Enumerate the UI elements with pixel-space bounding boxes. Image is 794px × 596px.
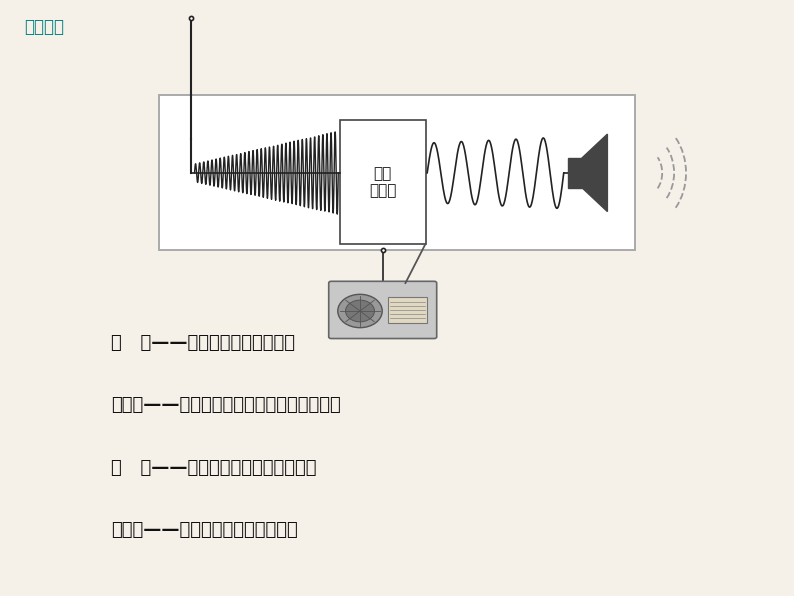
Polygon shape [582,134,607,212]
Bar [159,95,635,250]
Text: 天   线——接收各种各样的电磁波: 天 线——接收各种各样的电磁波 [111,334,295,352]
Bar [340,120,426,244]
Bar [568,158,582,188]
FancyBboxPatch shape [329,281,437,339]
Text: 调谐器——选择需要电台的载波信号（解调）: 调谐器——选择需要电台的载波信号（解调） [111,396,341,414]
Circle shape [337,294,382,328]
Text: 讲授新课: 讲授新课 [24,18,64,36]
Bar [387,297,427,324]
Text: 解   调——从载波信号中复原音频信号: 解 调——从载波信号中复原音频信号 [111,459,317,477]
Text: 选台
和解调: 选台 和解调 [369,166,396,198]
Text: 扬声器——将音频电信号转换成声音: 扬声器——将音频电信号转换成声音 [111,522,298,539]
Circle shape [345,300,375,322]
